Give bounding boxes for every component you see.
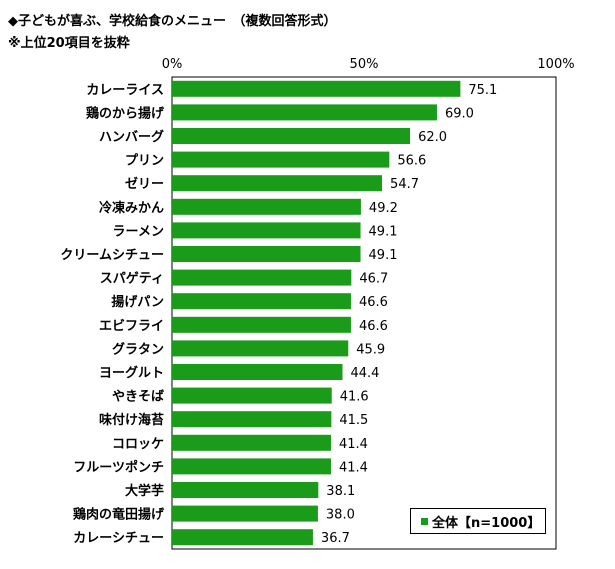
legend-swatch [421,517,428,525]
bar [172,293,351,310]
legend: 全体【n=1000】 [410,508,546,534]
category-label: 大学芋 [125,483,164,499]
bar [172,458,331,475]
category-label: スパゲティ [100,271,164,287]
bar [172,151,390,168]
bar [172,387,332,404]
category-label: 揚げパン [111,294,164,310]
bar [172,80,461,97]
value-label: 36.7 [321,531,350,546]
bar [172,364,343,380]
bar [172,269,352,286]
value-label: 38.1 [326,484,355,499]
value-label: 49.1 [369,248,398,263]
value-label: 49.2 [369,201,398,216]
bar [172,505,318,522]
category-label: ヨーグルト [99,365,164,381]
bar [172,411,332,428]
bar [172,175,383,192]
value-label: 41.4 [339,460,368,475]
value-label: 41.5 [339,413,368,428]
chart-title: ◆子どもが喜ぶ、学校給食のメニュー （複数回答形式） [8,14,337,29]
bar [172,198,361,215]
value-label: 46.6 [359,319,388,334]
value-label: 44.4 [350,366,379,381]
value-label: 49.1 [369,224,398,239]
category-label: カレーライス [86,83,164,98]
category-label: コロッケ [112,437,164,452]
plot-frame [171,76,557,550]
category-label: カレーシチュー [73,531,164,546]
value-label: 41.6 [340,390,369,405]
category-label: フルーツポンチ [73,459,164,475]
bar [172,529,313,546]
value-label: 62.0 [418,130,447,145]
category-label: ハンバーグ [99,129,164,145]
x-tick-label: 50% [350,57,379,72]
category-label: ゼリー [125,176,164,192]
value-label: 56.6 [397,154,426,169]
bar [172,104,437,121]
value-label: 69.0 [445,106,474,121]
category-label: 味付け海苔 [99,412,164,428]
value-label: 46.7 [359,272,388,287]
x-tick-label: 0% [162,57,183,72]
value-label: 41.4 [339,437,368,452]
x-tick-label: 100% [537,57,574,72]
value-label: 45.9 [356,342,385,357]
bar [172,316,351,333]
category-label: エビフライ [99,318,164,334]
category-label: ラーメン [113,224,164,239]
bar [172,434,331,451]
category-label: クリームシチュー [60,248,164,263]
value-label: 38.0 [326,508,355,523]
category-label: プリン [125,154,164,169]
chart-subtitle: ※上位20項目を抜粋 [8,36,130,51]
bar [172,222,361,239]
category-label: 鶏肉の竜田揚げ [73,507,165,523]
category-label: グラタン [112,341,164,357]
category-label: 冷凍みかん [99,200,164,216]
bar [172,246,361,262]
bar [172,340,349,357]
bar [172,128,411,144]
value-label: 46.6 [359,295,388,310]
value-label: 75.1 [468,83,497,98]
value-label: 54.7 [390,177,419,192]
bar [172,482,319,498]
legend-label: 全体【n=1000】 [432,515,541,531]
category-label: 鶏のから揚げ [86,105,165,121]
category-label: やきそば [112,390,164,405]
